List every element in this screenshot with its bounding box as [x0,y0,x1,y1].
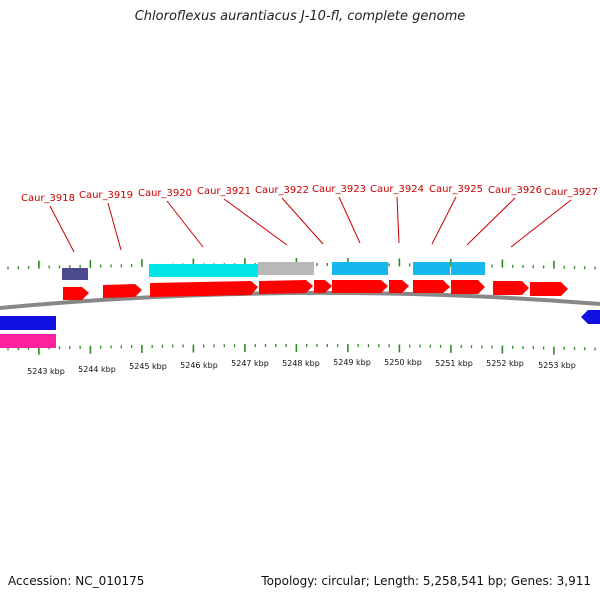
gene-callout-line [431,196,457,245]
feature-tracks [0,262,600,348]
gene-callout-line [49,205,75,253]
gene-label[interactable]: Caur_3923 [312,184,366,195]
cds-arrow-caur-3918[interactable] [63,287,89,300]
gene-label[interactable]: Caur_3927 [544,187,598,198]
topology-summary-text: Topology: circular; Length: 5,258,541 bp… [261,574,591,588]
gene-label[interactable]: Caur_3919 [79,190,133,201]
gene-label[interactable]: Caur_3924 [370,184,424,195]
gene-callout-line [510,199,572,248]
kbp-scale-label: 5244 kbp [78,365,116,374]
feature-box-blue-left[interactable] [0,316,56,330]
gene-label[interactable]: Caur_3921 [197,186,251,197]
cds-arrow-caur-3926[interactable] [451,280,485,294]
cds-arrow-caur-3921[interactable] [259,280,313,294]
gene-label[interactable]: Caur_3922 [255,185,309,196]
kbp-scale-label: 5253 kbp [538,361,576,370]
cds-arrow-caur-3923[interactable] [332,280,388,293]
gene-label[interactable]: Caur_3918 [21,193,75,204]
kbp-scale-label: 5248 kbp [282,359,320,368]
kbp-scale-label: 5249 kbp [333,358,371,367]
cds-arrow-caur-3927a[interactable] [493,281,529,295]
kbp-scale-label: 5247 kbp [231,359,269,368]
gene-callout-line [396,196,400,244]
feature-box-sky-2[interactable] [413,262,450,275]
cds-arrow-caur-3922[interactable] [314,280,332,293]
kbp-scale-label: 5243 kbp [27,367,65,376]
feature-box-grey[interactable] [258,262,314,275]
inner-tick-ring [7,344,596,355]
feature-arrow-blue-right[interactable] [581,310,600,324]
genome-backbone [0,290,600,310]
feature-box-magenta-left[interactable] [0,334,56,348]
gene-label[interactable]: Caur_3925 [429,184,483,195]
kbp-scale-label: 5250 kbp [384,358,422,367]
gene-label-layer: Caur_3918 Caur_3919 Caur_3920 Caur_3921 Caur… [21,184,598,204]
map-title: Chloroflexus aurantiacus J-10-fl, comple… [134,9,466,24]
gene-callout-line [223,198,288,246]
cds-arrow-caur-3925[interactable] [413,280,450,293]
gene-callout-line [166,200,204,248]
accession-text: Accession: NC_010175 [8,574,145,588]
kbp-scale-label: 5252 kbp [486,359,524,368]
kbp-scale-label: 5251 kbp [435,359,473,368]
feature-box-cyan[interactable] [149,264,258,277]
cds-arrow-caur-3919[interactable] [103,284,142,298]
gene-callout-lines [49,196,572,253]
gene-label[interactable]: Caur_3926 [488,185,542,196]
kbp-scale-label: 5245 kbp [129,362,167,371]
kbp-scale-labels: 5243 kbp 5244 kbp 5245 kbp 5246 kbp 5247 kbp… [27,358,576,376]
cds-arrow-caur-3920[interactable] [150,281,258,297]
gene-callout-line [338,196,361,244]
gene-callout-line [107,202,122,251]
cds-arrow-caur-3927b[interactable] [530,282,568,296]
gene-callout-line [466,197,516,246]
cds-arrow-caur-3924[interactable] [389,280,409,293]
feature-box-sky-3[interactable] [451,262,485,275]
feature-box-sky-1[interactable] [332,262,388,275]
gene-callout-line [281,197,324,245]
feature-box-navy[interactable] [62,268,88,280]
gene-label[interactable]: Caur_3920 [138,188,192,199]
kbp-scale-label: 5246 kbp [180,361,218,370]
